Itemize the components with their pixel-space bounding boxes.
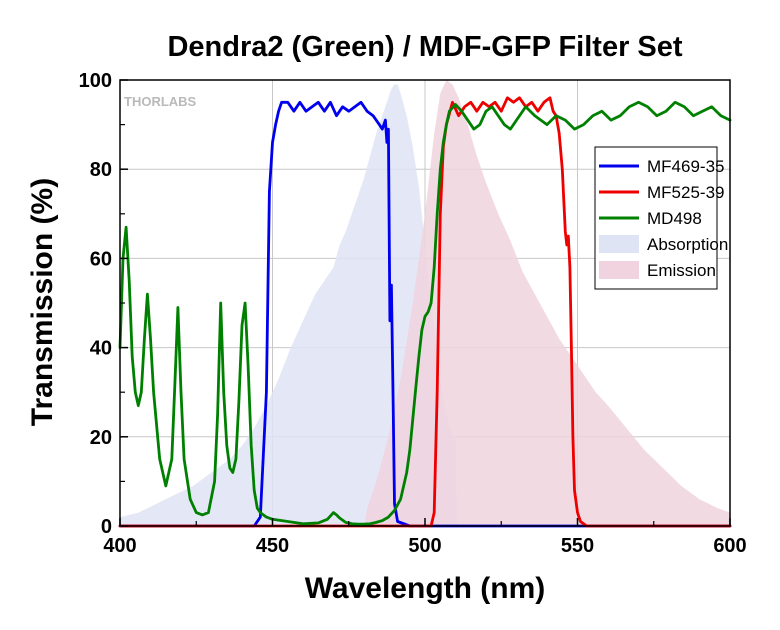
y-tick-label: 0 <box>101 516 112 538</box>
axis-ticks: 400 450 500 550 600 0 20 40 60 80 100 <box>79 70 747 557</box>
legend-label: Absorption <box>647 235 728 254</box>
x-tick-label: 450 <box>256 535 289 557</box>
thorlabs-watermark: THORLABS <box>124 94 197 109</box>
legend-label: Emission <box>647 261 716 280</box>
chart-title: Dendra2 (Green) / MDF-GFP Filter Set <box>167 31 682 63</box>
x-axis-label: Wavelength (nm) <box>305 572 546 605</box>
legend-swatch <box>599 235 639 253</box>
x-tick-label: 400 <box>103 535 136 557</box>
series-line-md498 <box>118 100 732 526</box>
legend-label: MF469-35 <box>647 157 724 176</box>
y-tick-label: 40 <box>90 338 112 360</box>
series-line-mf469-35 <box>118 100 732 528</box>
y-tick-label: 80 <box>90 159 112 181</box>
legend-label: MD498 <box>647 209 702 228</box>
x-tick-label: 500 <box>408 535 441 557</box>
legend-label: MF525-39 <box>647 183 724 202</box>
y-axis-label: Transmission (%) <box>26 178 59 426</box>
x-tick-label: 600 <box>713 535 746 557</box>
legend: MF469-35 MF525-39 MD498 Absorption Emission <box>594 146 728 290</box>
y-tick-label: 60 <box>90 248 112 270</box>
area-series <box>120 80 730 526</box>
x-tick-label: 550 <box>561 535 594 557</box>
line-series <box>118 96 732 528</box>
y-tick-label: 20 <box>90 427 112 449</box>
series-area-emission <box>120 80 730 526</box>
legend-swatch <box>599 261 639 279</box>
y-tick-label: 100 <box>79 70 112 92</box>
